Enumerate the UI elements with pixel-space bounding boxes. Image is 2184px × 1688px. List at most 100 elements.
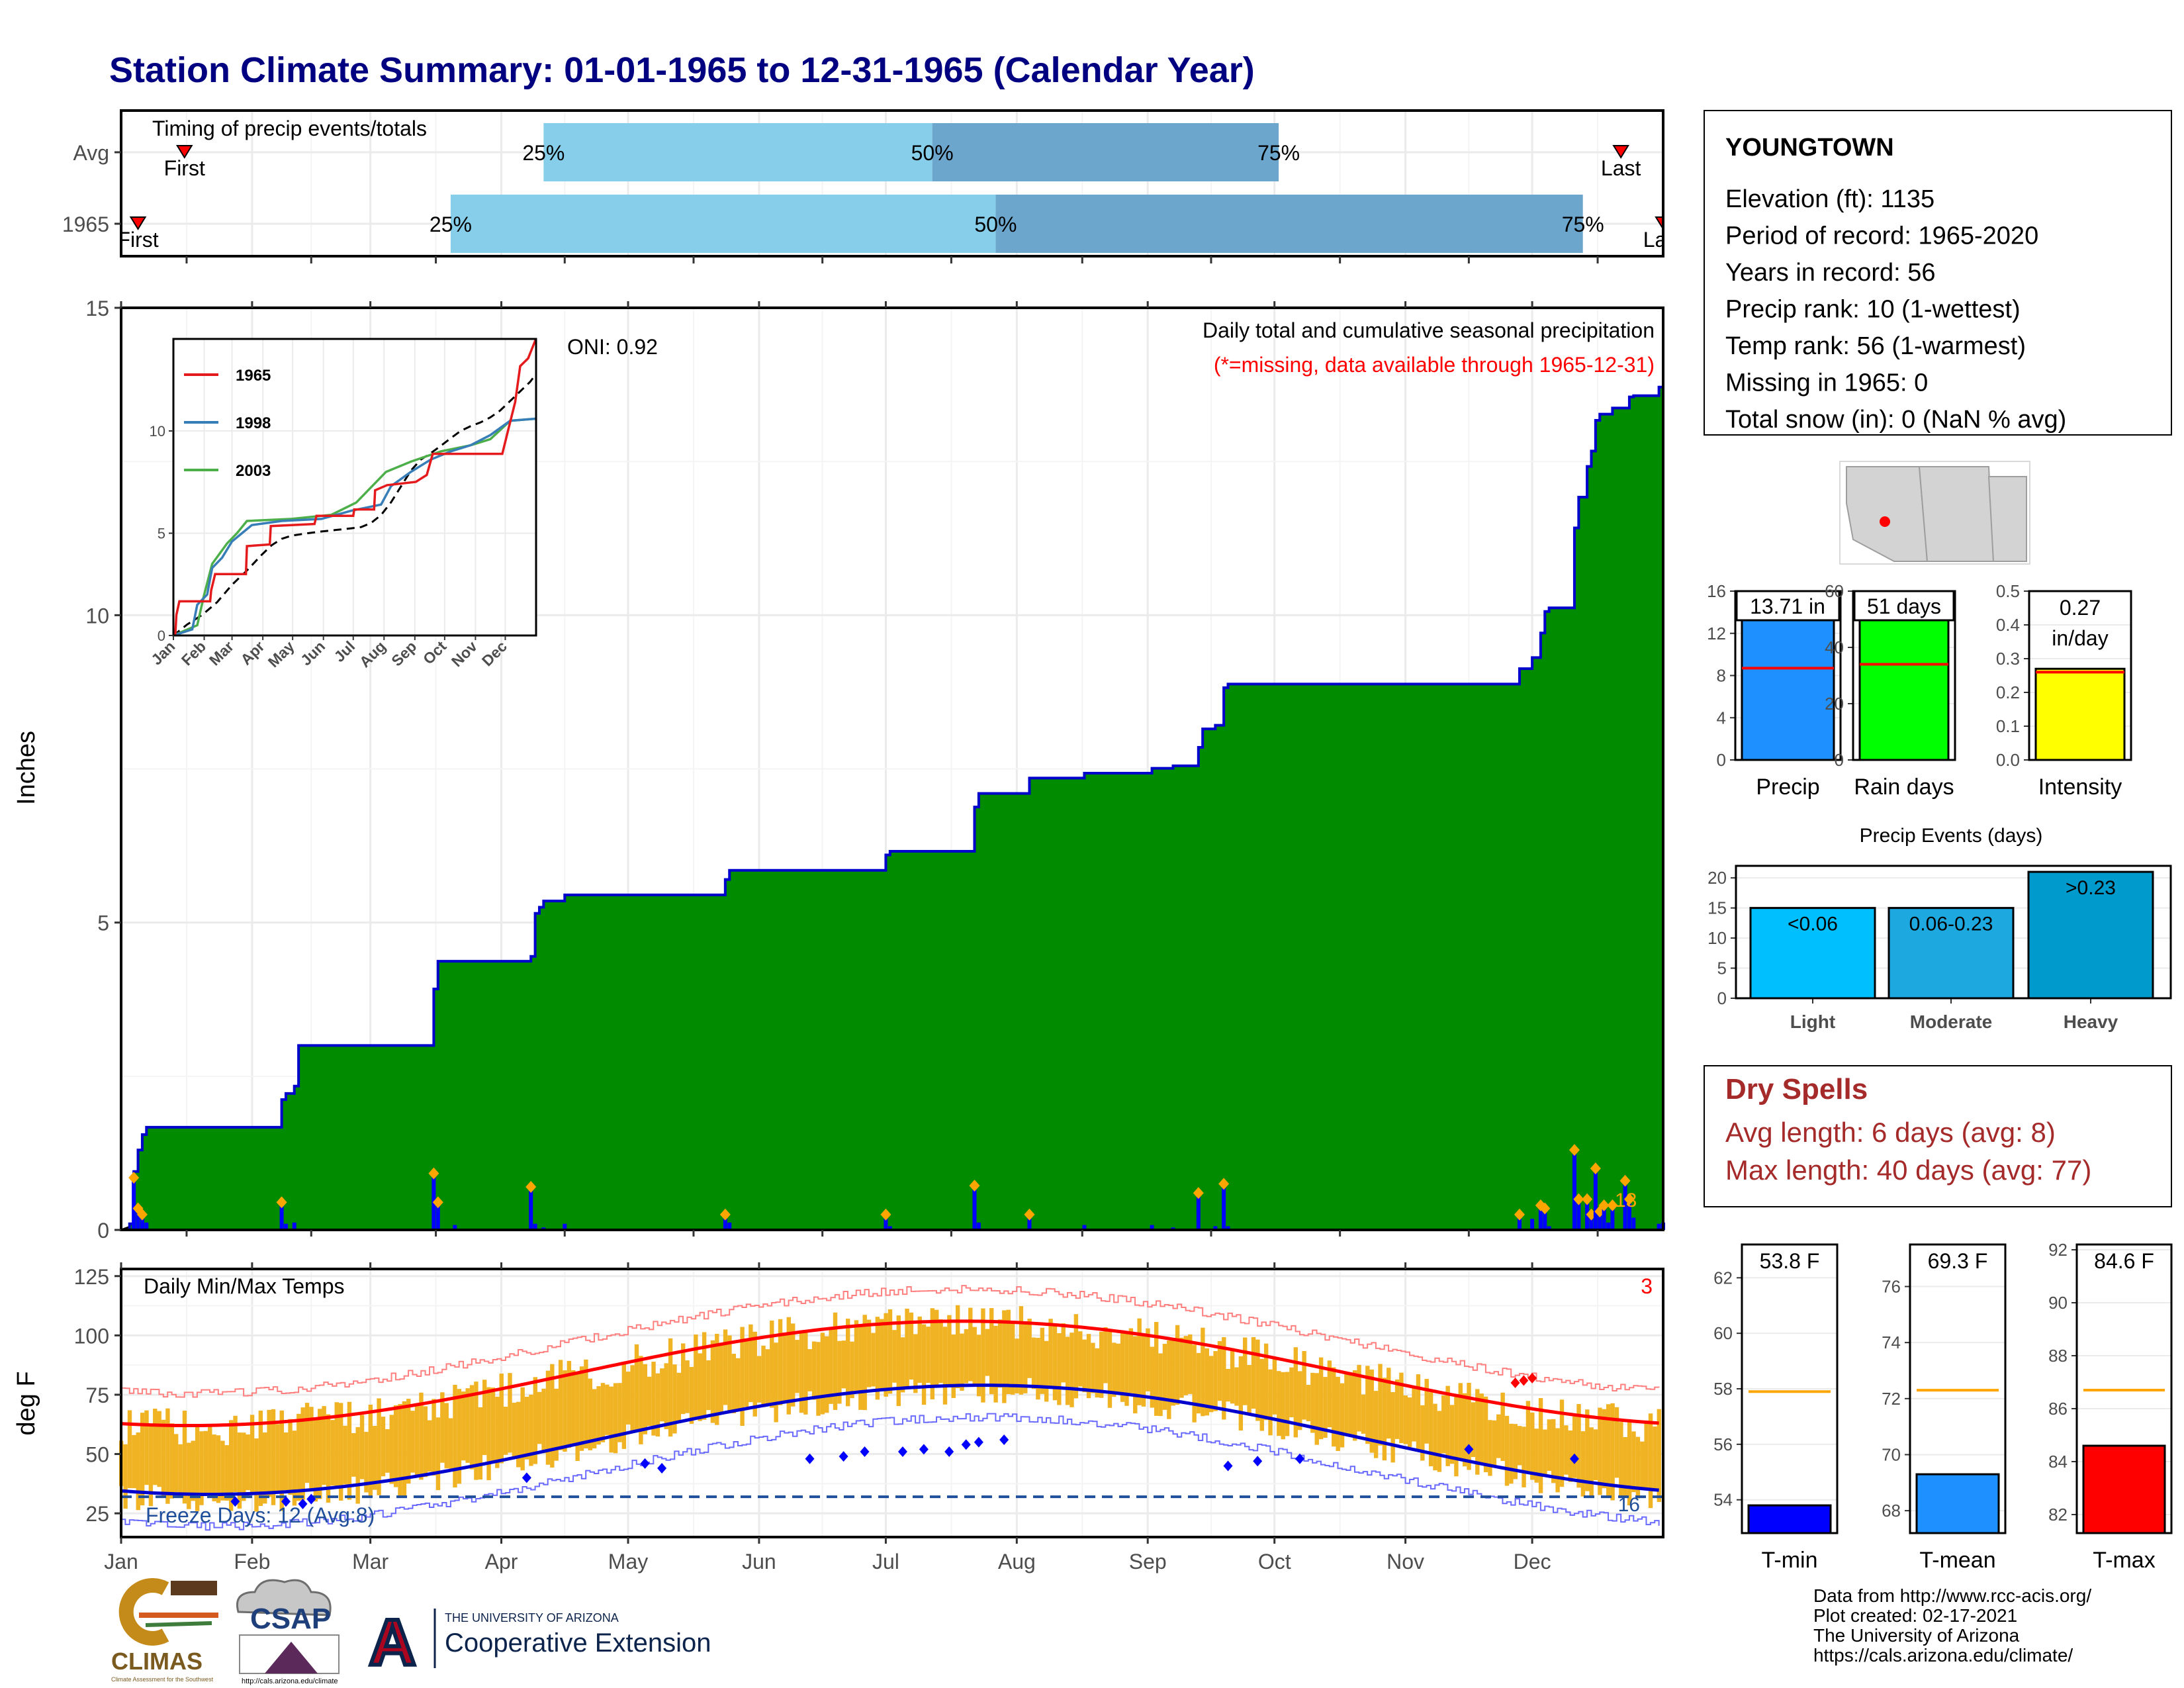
events-bar-range-label: 0.06-0.23: [1909, 914, 1993, 935]
temp-daily-range-bar: [1281, 1372, 1285, 1440]
temp-cold-record-marker: [961, 1439, 971, 1450]
temp-daily-range-bar: [157, 1411, 161, 1487]
station-info-box: YOUNGTOWN Elevation (ft): 1135 Period of …: [1704, 110, 2172, 436]
temp-daily-range-bar: [698, 1353, 702, 1421]
events-bar-range-label: <0.06: [1788, 914, 1838, 935]
timing-last-label: Last: [1643, 228, 1684, 252]
precip-heavy-marker: [1539, 1202, 1551, 1215]
precip-heavy-marker: [1514, 1208, 1525, 1221]
temp-daily-range-bar: [799, 1330, 804, 1413]
temp-daily-range-bar: [1627, 1419, 1632, 1506]
temp-daily-range-bar: [144, 1410, 149, 1485]
temp-cold-record-marker: [839, 1451, 848, 1462]
precip-daily-bar: [533, 1223, 537, 1230]
temp-daily-range-bar: [1150, 1346, 1154, 1408]
precip-cumulative-area: [121, 387, 1663, 1230]
temp-daily-range-bar: [1082, 1339, 1087, 1393]
temp-daily-range-bar: [790, 1323, 796, 1407]
precip-daily-bar: [1517, 1214, 1522, 1230]
temp-daily-range-bar: [727, 1335, 732, 1413]
bar-ytick-label: 84: [2048, 1452, 2068, 1472]
temp-daily-range-bar: [1162, 1344, 1167, 1410]
temp-daily-range-bar: [178, 1444, 183, 1497]
temp-daily-range-bar: [1428, 1392, 1433, 1467]
temp-hot-record-marker: [1519, 1375, 1529, 1386]
station-info-line: Total snow (in): 0 (NaN % avg): [1725, 406, 2066, 434]
temp-cold-record-marker: [999, 1434, 1009, 1446]
station-info-line: Years in record: 56: [1725, 259, 1936, 287]
precip-total-value: 13.71 in: [1750, 594, 1825, 618]
temp-daily-range-bar: [453, 1385, 457, 1488]
temp-daily-range-bar: [744, 1341, 749, 1407]
temp-daily-range-bar: [224, 1445, 229, 1501]
temp-daily-range-bar: [647, 1376, 652, 1427]
precip-heavy-marker: [432, 1196, 443, 1209]
temp-daily-range-bar: [1243, 1337, 1248, 1405]
temp-daily-range-bar: [1441, 1395, 1446, 1454]
precip-daily-bar: [727, 1222, 732, 1230]
bar-ytick-label: 88: [2048, 1346, 2068, 1366]
temp-daily-range-bar: [1031, 1337, 1036, 1389]
temp-daily-range-bar: [689, 1366, 694, 1424]
temp-daily-range-bar: [432, 1399, 436, 1476]
temp-daily-range-bar: [250, 1415, 255, 1492]
oni-value: ONI: 0.92: [567, 335, 658, 359]
temp-daily-range-bar: [596, 1386, 601, 1445]
temp-daily-range-bar: [1492, 1420, 1497, 1468]
precip-daily-bar: [887, 1226, 892, 1230]
temp-daily-range-bar: [668, 1338, 673, 1437]
temp-daily-range-bar: [499, 1373, 504, 1464]
temp-daily-range-bar: [1048, 1319, 1053, 1388]
temp-daily-range-bar: [1179, 1337, 1184, 1398]
temp-daily-range-bar: [1006, 1309, 1011, 1395]
temp-daily-range-bar: [1412, 1386, 1416, 1442]
bar-ytick-label: 86: [2048, 1399, 2068, 1419]
temp-daily-range-bar: [1504, 1415, 1510, 1486]
temp-daily-range-bar: [300, 1407, 305, 1500]
bar-ytick-label: 72: [1882, 1389, 1901, 1409]
temp-daily-range-bar: [1568, 1430, 1572, 1482]
temp-daily-range-bar: [368, 1404, 373, 1498]
temp-daily-range-bar: [1488, 1420, 1492, 1476]
temp-daily-range-bar: [1631, 1431, 1636, 1493]
temp-daily-range-bar: [478, 1407, 483, 1479]
temp-daily-range-bar: [803, 1332, 808, 1415]
temp-daily-range-bar: [1576, 1404, 1581, 1488]
temp-ytick-label: 75: [85, 1383, 109, 1407]
temp-daily-range-bar: [782, 1333, 787, 1403]
temp-daily-range-bar: [854, 1320, 859, 1391]
summary-bar-label: Rain days: [1854, 774, 1954, 800]
temp-hot-record-marker: [1510, 1378, 1520, 1389]
temp-month-label: Jun: [742, 1550, 776, 1573]
temp-daily-range-bar: [1272, 1358, 1277, 1415]
temp-daily-range-bar: [964, 1329, 969, 1383]
temp-daily-range-bar: [770, 1320, 774, 1408]
precip-panel: Daily total and cumulative seasonal prec…: [13, 297, 1665, 1243]
temp-daily-range-bar: [1657, 1409, 1662, 1503]
temp-daily-range-bar: [930, 1308, 935, 1399]
temp-ytick-label: 125: [74, 1265, 109, 1289]
temp-daily-range-bar: [1454, 1395, 1459, 1477]
bar-ytick-label: 4: [1717, 708, 1726, 727]
temp-daily-range-bar: [1522, 1427, 1526, 1487]
temp-daily-range-bar: [1171, 1340, 1175, 1406]
temp-daily-range-bar: [136, 1432, 140, 1511]
temp-daily-range-bar: [1318, 1357, 1324, 1440]
temp-daily-range-bar: [123, 1444, 128, 1509]
temp-daily-range-bar: [414, 1405, 420, 1476]
precip-daily-bar: [1572, 1150, 1576, 1230]
bar-ytick-label: 56: [1713, 1434, 1733, 1454]
temp-daily-range-bar: [435, 1417, 441, 1491]
temp-daily-range-bar: [1598, 1407, 1602, 1495]
precip-daily-bar: [279, 1202, 284, 1230]
temp-daily-range-bar: [1146, 1328, 1150, 1391]
events-ytick-label: 0: [1717, 988, 1727, 1008]
temp-daily-range-bar: [169, 1423, 175, 1499]
temp-daily-range-bar: [1365, 1366, 1370, 1444]
temp-daily-range-bar: [216, 1435, 221, 1503]
temp-daily-range-bar: [1479, 1393, 1484, 1463]
temp-daily-range-bar: [887, 1309, 893, 1394]
temp-daily-range-bar: [423, 1406, 428, 1477]
temp-daily-range-bar: [292, 1430, 297, 1506]
temp-daily-range-bar: [1078, 1331, 1083, 1387]
